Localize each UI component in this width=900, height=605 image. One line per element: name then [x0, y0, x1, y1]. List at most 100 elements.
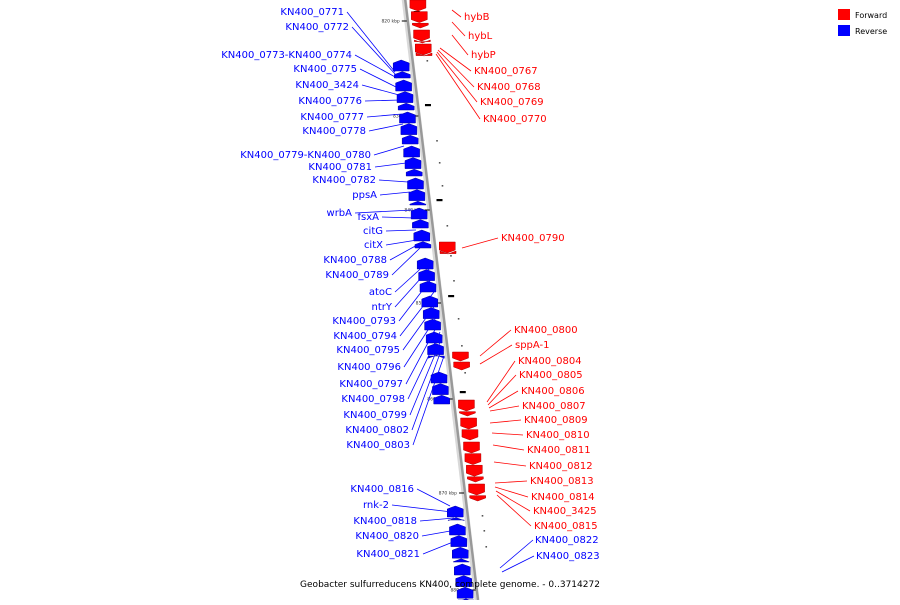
reverse-gene-shape: [447, 517, 465, 521]
forward-gene-label[interactable]: KN400_0769: [480, 97, 544, 108]
forward-gene-label[interactable]: hybP: [471, 50, 496, 61]
reverse-gene-label[interactable]: KN400_0789: [325, 270, 389, 281]
reverse-gene-label[interactable]: KN400_0803: [346, 440, 410, 451]
forward-leader-line: [451, 21, 466, 37]
reverse-gene-label[interactable]: ntrY: [372, 302, 393, 313]
reverse-gene-label[interactable]: KN400_0799: [343, 410, 407, 421]
forward-gene-shape: [464, 453, 482, 465]
reverse-gene-label[interactable]: KN400_0779-KN400_0780: [240, 150, 371, 161]
forward-gene-label[interactable]: KN400_0770: [483, 114, 547, 125]
reverse-gene-shape: [405, 168, 423, 177]
forward-gene-label[interactable]: KN400_0767: [474, 66, 538, 77]
forward-gene-label[interactable]: KN400_0804: [518, 356, 582, 367]
reverse-gene-label[interactable]: KN400_0771: [280, 7, 344, 18]
forward-leader-line: [486, 360, 516, 403]
reverse-gene-label[interactable]: atoC: [369, 287, 392, 298]
reverse-gene-label[interactable]: KN400_0816: [350, 484, 414, 495]
reverse-gene-label[interactable]: KN400_0775: [293, 64, 357, 75]
reverse-gene-label[interactable]: KN400_0781: [308, 162, 372, 173]
forward-gene-label[interactable]: KN400_0800: [514, 325, 578, 336]
reverse-gene-shape: [404, 157, 422, 169]
label-leaders: [346, 9, 535, 573]
reverse-gene-shape: [413, 229, 431, 242]
reverse-leader-line: [391, 504, 453, 513]
forward-leader-line: [439, 47, 472, 72]
minor-dot-mark: [441, 185, 444, 187]
reverse-gene-label[interactable]: citX: [364, 240, 383, 251]
reverse-leader-line: [366, 113, 403, 118]
reverse-gene-label[interactable]: KN400_0822: [535, 535, 599, 546]
reverse-gene-label[interactable]: KN400_0793: [332, 316, 396, 327]
reverse-gene-shape: [432, 383, 449, 395]
reverse-gene-label[interactable]: KN400_0778: [302, 126, 366, 137]
forward-gene-label[interactable]: hybL: [468, 31, 493, 42]
reverse-gene-shape: [418, 269, 435, 281]
reverse-gene-label[interactable]: KN400_0796: [337, 362, 401, 373]
forward-gene-label[interactable]: KN400_0815: [534, 521, 598, 532]
reverse-gene-label[interactable]: rnk-2: [363, 500, 389, 511]
reverse-gene-label[interactable]: KN400_0797: [339, 379, 403, 390]
reverse-gene-shape: [428, 354, 445, 359]
reverse-gene-shape: [425, 331, 443, 344]
forward-gene-label[interactable]: KN400_0814: [531, 492, 595, 503]
forward-gene-label[interactable]: KN400_0805: [519, 370, 583, 381]
reverse-gene-shape: [399, 111, 416, 124]
forward-gene-label[interactable]: hybB: [464, 12, 490, 23]
forward-gene-shape: [459, 411, 476, 417]
reverse-gene-label[interactable]: KN400_0821: [356, 549, 420, 560]
reverse-leader-line: [416, 488, 451, 507]
reverse-gene-shape: [449, 523, 466, 536]
forward-gene-label[interactable]: KN400_0813: [530, 476, 594, 487]
reverse-leader-line: [399, 291, 435, 337]
legend-forward-label: Forward: [855, 11, 887, 20]
forward-gene-label[interactable]: KN400_0810: [526, 430, 590, 441]
forward-gene-label[interactable]: sppA-1: [515, 340, 550, 351]
reverse-gene-label[interactable]: wrbA: [327, 208, 353, 219]
forward-gene-label[interactable]: KN400_0768: [477, 82, 541, 93]
ruler-label: 820 kbp: [381, 19, 399, 25]
reverse-gene-label[interactable]: KN400_0773-KN400_0774: [221, 50, 352, 61]
reverse-leader-line: [389, 243, 420, 261]
minor-tick-mark: [436, 199, 443, 202]
reverse-gene-label[interactable]: KN400_0798: [341, 394, 405, 405]
reverse-gene-label[interactable]: KN400_0794: [333, 331, 397, 342]
reverse-leader-line: [346, 11, 396, 73]
reverse-gene-label[interactable]: ppsA: [352, 190, 377, 201]
forward-gene-label[interactable]: KN400_0812: [529, 461, 593, 472]
reverse-gene-label[interactable]: KN400_0788: [323, 255, 387, 266]
forward-gene-label[interactable]: KN400_3425: [533, 506, 597, 517]
reverse-gene-label[interactable]: KN400_0776: [298, 96, 362, 107]
forward-leader-line: [492, 444, 525, 451]
reverse-gene-label[interactable]: fsxA: [358, 212, 380, 223]
forward-leader-line: [437, 49, 475, 88]
reverse-gene-label[interactable]: KN400_0777: [300, 112, 364, 123]
forward-gene-label[interactable]: KN400_0807: [522, 401, 586, 412]
reverse-gene-label[interactable]: citG: [363, 226, 383, 237]
reverse-leader-line: [405, 323, 439, 385]
reverse-gene-label[interactable]: KN400_0818: [353, 516, 417, 527]
forward-leader-line: [495, 490, 531, 512]
forward-gene-label[interactable]: KN400_0806: [521, 386, 585, 397]
forward-gene-label[interactable]: KN400_0790: [501, 233, 565, 244]
forward-gene-label[interactable]: KN400_0811: [527, 445, 591, 456]
gene-labels: hybB hybL hybP KN400_0767 KN400_0768 KN400_07…: [221, 7, 599, 562]
reverse-leader-line: [394, 261, 429, 293]
reverse-gene-label[interactable]: KN400_0823: [536, 551, 600, 562]
reverse-gene-shape: [409, 200, 427, 206]
reverse-gene-label[interactable]: KN400_0820: [355, 531, 419, 542]
minor-dot-mark: [453, 280, 455, 282]
reverse-gene-label[interactable]: KN400_0772: [285, 22, 349, 33]
reverse-leader-line: [499, 539, 534, 569]
reverse-gene-label[interactable]: KN400_0802: [345, 425, 409, 436]
reverse-gene-label[interactable]: KN400_0782: [312, 175, 376, 186]
minor-tick-mark: [459, 391, 466, 394]
reverse-gene-label[interactable]: KN400_0795: [336, 345, 400, 356]
minor-dot-mark: [483, 530, 486, 532]
reverse-leader-line: [364, 99, 401, 102]
forward-gene-label[interactable]: KN400_0809: [524, 415, 588, 426]
forward-leader-line: [496, 494, 532, 527]
reverse-leader-line: [368, 123, 404, 132]
reverse-gene-label[interactable]: KN400_3424: [295, 80, 359, 91]
